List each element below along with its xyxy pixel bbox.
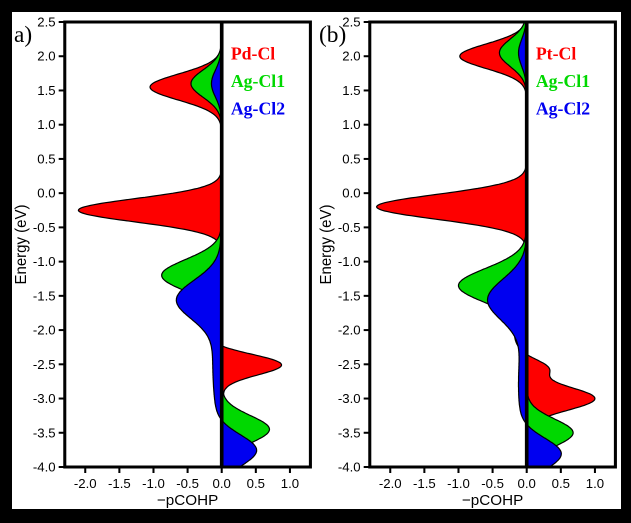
- legend-ag-cl1: Ag-Cl1: [535, 71, 589, 91]
- x-axis-tick-label: -1.0: [447, 476, 470, 491]
- y-axis-tick-label: -2.0: [337, 323, 360, 338]
- y-axis-tick-label: 1.5: [342, 83, 360, 98]
- y-axis-tick-label: -3.5: [337, 425, 360, 440]
- y-axis-tick-label: -0.5: [337, 220, 360, 235]
- x-axis-tick-label: 0.0: [213, 476, 231, 491]
- x-axis-tick-label: -1.5: [108, 476, 131, 491]
- pcohp-chart-panel-a: 2.5 2.0 1.5 1.0 0.5 0.0 -0.5 -1.0 -1.5 -2.0 -2.5 -3…: [12, 12, 317, 509]
- y-axis-tick-label: -3.5: [33, 425, 56, 440]
- y-axis-label: Energy (eV): [318, 204, 335, 284]
- y-axis-tick-label: -2.0: [33, 323, 56, 338]
- y-axis-tick-label: -1.0: [337, 254, 360, 269]
- x-axis-tick-label: -1.5: [413, 476, 436, 491]
- legend-ag-cl2: Ag-Cl2: [231, 99, 285, 119]
- x-axis-label: −pCOHP: [461, 492, 522, 509]
- y-axis-tick-label: -2.5: [337, 357, 360, 372]
- y-axis-tick-label: 1.0: [342, 117, 360, 132]
- y-axis-tick-label: 2.0: [37, 49, 55, 64]
- legend-ag-cl2: Ag-Cl2: [535, 99, 589, 119]
- panel-label: a): [14, 22, 32, 48]
- plot-border: [367, 20, 617, 469]
- y-axis-tick-label: 0.5: [342, 152, 360, 167]
- x-axis-label: −pCOHP: [157, 492, 218, 509]
- x-axis-tick-label: -1.0: [142, 476, 165, 491]
- zero-line: [219, 22, 224, 467]
- x-axis-tick-label: -0.5: [176, 476, 199, 491]
- x-axis-tick-label: 0.0: [517, 476, 535, 491]
- y-axis-tick-label: 2.5: [342, 15, 360, 30]
- y-axis-tick-label: 0.0: [37, 186, 55, 201]
- y-axis-tick-label: 2.0: [342, 49, 360, 64]
- x-axis-tick-label: -0.5: [481, 476, 504, 491]
- legend-ag-cl1: Ag-Cl1: [231, 71, 285, 91]
- pcohp-chart-panel-b: 2.5 2.0 1.5 1.0 0.5 0.0 -0.5 -1.0 -1.5 -2.0 -2.5 -3…: [316, 12, 621, 509]
- y-axis-tick-label: 1.5: [37, 83, 55, 98]
- x-axis-tick-label: 1.0: [281, 476, 299, 491]
- y-axis-tick-label: -0.5: [33, 220, 56, 235]
- legend-pd-cl: Pd-Cl: [231, 44, 275, 64]
- panel-background: [316, 12, 621, 509]
- y-axis-tick-label: -3.0: [337, 391, 360, 406]
- y-axis-tick-label: 2.5: [37, 15, 55, 30]
- y-axis-tick-label: -1.5: [337, 288, 360, 303]
- panel-label: (b): [319, 22, 346, 48]
- x-axis-tick-label: 1.0: [585, 476, 603, 491]
- x-axis-tick-label: 0.5: [247, 476, 265, 491]
- y-axis-tick-label: 0.5: [37, 152, 55, 167]
- y-axis-tick-label: -4.0: [33, 460, 56, 475]
- legend-pt-cl: Pt-Cl: [535, 44, 576, 64]
- x-axis-tick-label: -2.0: [74, 476, 97, 491]
- y-axis-label: Energy (eV): [13, 204, 30, 284]
- y-axis-tick-label: -2.5: [33, 357, 56, 372]
- x-axis-tick-label: -2.0: [378, 476, 401, 491]
- y-axis-tick-label: 0.0: [342, 186, 360, 201]
- y-axis-tick-label: -3.0: [33, 391, 56, 406]
- y-axis-tick-label: -4.0: [337, 460, 360, 475]
- zero-line: [524, 22, 529, 467]
- figure-panels: 2.5 2.0 1.5 1.0 0.5 0.0 -0.5 -1.0 -1.5 -2.0 -2.5 -3…: [12, 12, 621, 509]
- x-axis-tick-label: 0.5: [551, 476, 569, 491]
- y-axis-tick-label: 1.0: [37, 117, 55, 132]
- y-axis-tick-label: -1.0: [33, 254, 56, 269]
- y-axis-tick-label: -1.5: [33, 288, 56, 303]
- plot-border: [63, 20, 312, 469]
